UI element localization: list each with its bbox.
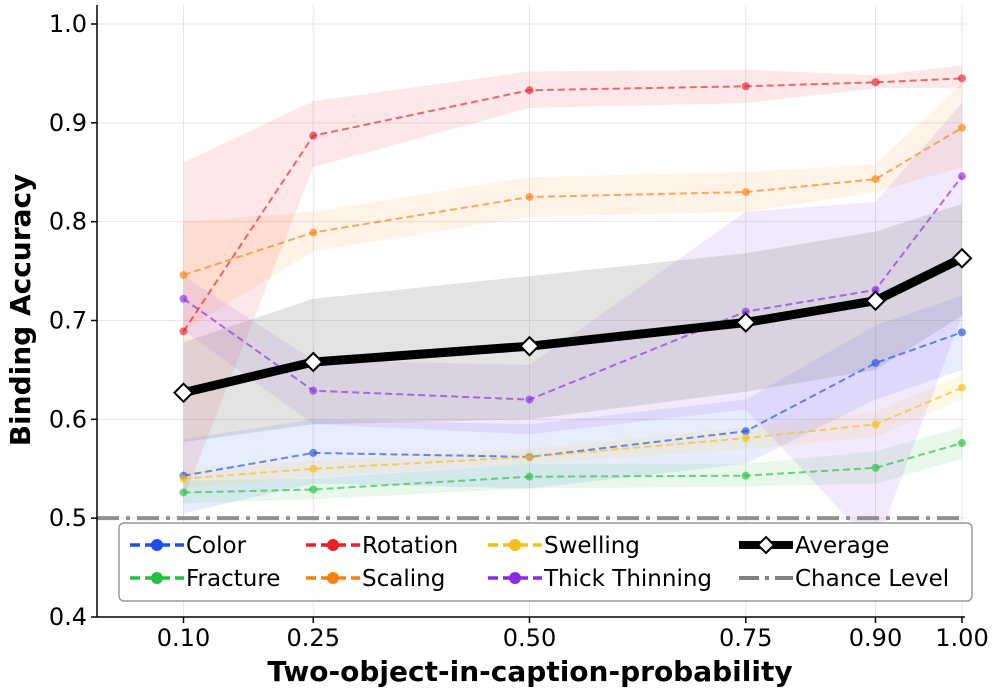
point-thick-thinning (741, 307, 750, 316)
point-thick-thinning (958, 172, 966, 181)
point-swelling (309, 464, 318, 473)
y-tick-label: 0.6 (49, 405, 87, 433)
line-fracture (183, 442, 963, 494)
point-average (951, 247, 973, 269)
legend-marker-rotation (327, 539, 339, 551)
legend-marker-swelling (509, 539, 521, 551)
series-lines (173, 74, 973, 497)
point-color (871, 358, 880, 367)
x-axis-title: Two-object-in-caption-probability (267, 655, 792, 688)
point-swelling (525, 452, 534, 461)
band-average (183, 203, 962, 443)
point-fracture (179, 488, 188, 497)
legend: Color Fracture Rotation Scaling Swelling Thic… (118, 522, 973, 602)
point-scaling (525, 192, 534, 201)
point-fracture (309, 485, 318, 494)
y-tick-label: 0.4 (49, 603, 87, 631)
band-color (183, 295, 962, 514)
point-average (735, 312, 757, 333)
legend-marker-scaling (327, 572, 339, 584)
point-color (958, 328, 966, 337)
legend-marker-color (151, 539, 163, 551)
point-average (173, 382, 194, 404)
point-rotation (525, 86, 534, 95)
point-swelling (958, 383, 966, 392)
line-color (183, 331, 963, 477)
point-thick-thinning (525, 395, 534, 404)
point-scaling (741, 188, 750, 197)
point-average (865, 290, 886, 312)
point-scaling (179, 271, 188, 280)
y-tick-label: 0.8 (49, 208, 87, 236)
point-average (519, 335, 540, 357)
y-tick-label: 1.0 (49, 10, 87, 38)
legend-label-chance-level: Chance Level (795, 566, 949, 592)
legend-label-scaling: Scaling (362, 566, 445, 592)
band-swelling (183, 374, 962, 489)
y-tick-label: 0.7 (49, 307, 87, 335)
point-scaling (958, 123, 966, 132)
point-rotation (179, 327, 188, 336)
point-scaling (309, 228, 318, 237)
point-fracture (525, 472, 534, 481)
legend-marker-thick-thinning (509, 572, 521, 584)
point-color (741, 427, 750, 436)
point-color (309, 448, 318, 457)
legend-marker-fracture (151, 572, 163, 584)
line-scaling (183, 126, 963, 276)
point-rotation (309, 131, 318, 140)
line-swelling (183, 386, 963, 480)
legend-marker-average (756, 535, 776, 555)
band-scaling (183, 83, 962, 331)
legend-label-color: Color (186, 533, 247, 559)
y-tick-label: 0.5 (49, 504, 87, 532)
x-tick-label: 1.00 (935, 624, 988, 652)
point-swelling (179, 474, 188, 483)
point-fracture (871, 463, 880, 472)
legend-label-fracture: Fracture (186, 566, 280, 592)
line-average (182, 254, 964, 397)
y-tick-label: 0.9 (49, 109, 87, 137)
axes: 0.4 0.5 0.6 0.7 0.8 0.9 1.0 0.10 0.25 0.50 0.75 0.9… (49, 5, 989, 652)
x-tick-label: 0.25 (287, 624, 340, 652)
point-fracture (741, 471, 750, 480)
point-rotation (958, 74, 966, 83)
point-thick-thinning (871, 285, 880, 294)
line-rotation (182, 77, 963, 332)
x-tick-label: 0.90 (849, 624, 902, 652)
x-tick-label: 0.75 (719, 624, 772, 652)
legend-label-rotation: Rotation (362, 533, 458, 559)
x-tick-label: 0.10 (157, 624, 210, 652)
point-fracture (958, 439, 966, 448)
point-rotation (871, 78, 880, 87)
point-scaling (871, 175, 880, 184)
point-thick-thinning (179, 294, 188, 303)
y-axis-title: Binding Accuracy (4, 174, 37, 447)
point-average (302, 351, 324, 373)
legend-label-average: Average (795, 533, 889, 559)
line-thick-thinning (182, 175, 963, 401)
x-tick-label: 0.50 (503, 624, 556, 652)
point-swelling (741, 434, 750, 443)
legend-label-swelling: Swelling (544, 533, 640, 559)
band-fracture (183, 427, 962, 504)
legend-label-thick-thinning: Thick Thinning (543, 566, 712, 592)
confidence-bands (183, 65, 962, 548)
point-swelling (871, 420, 880, 429)
point-thick-thinning (309, 386, 318, 395)
point-rotation (741, 82, 750, 91)
band-thick-thinning (183, 103, 962, 548)
